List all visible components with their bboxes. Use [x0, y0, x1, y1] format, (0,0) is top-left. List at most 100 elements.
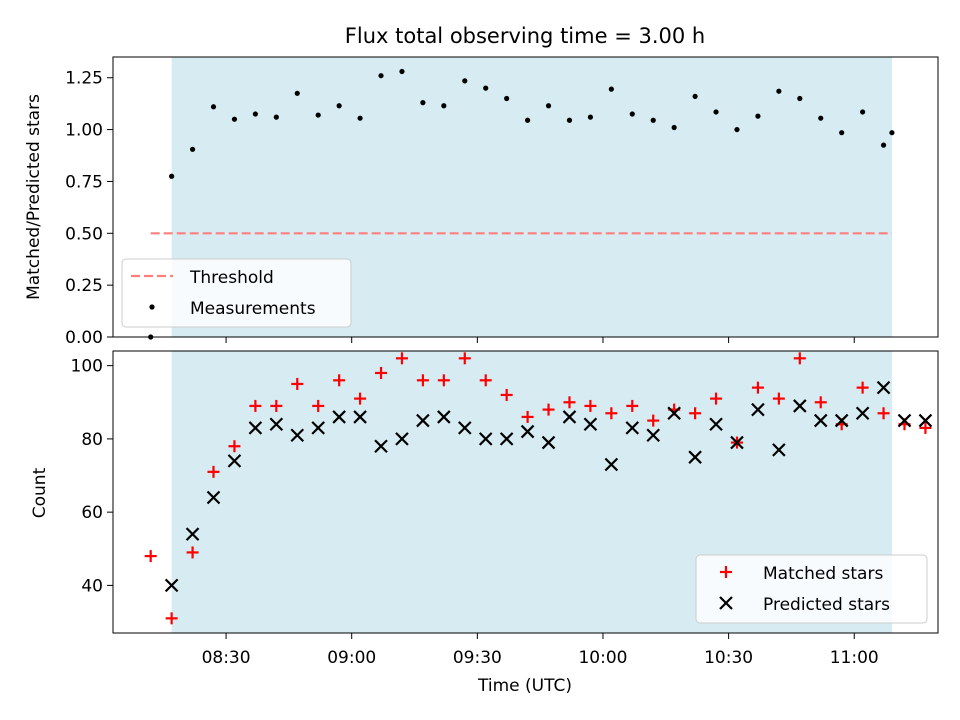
x-tick-label: 09:30	[453, 648, 502, 668]
matched-star-point	[542, 403, 555, 416]
bottom-panel-marks	[144, 352, 933, 625]
measurement-point	[860, 109, 866, 115]
legend-frame	[695, 554, 928, 624]
predicted-star-point	[457, 421, 472, 435]
matched-star-point	[563, 396, 576, 409]
matched-star-point	[165, 612, 178, 625]
bottom-panel-ticks: 40 60 80 100 08:30 09:00 09:30 10:00 10:30 11:00	[71, 357, 879, 668]
measurement-point	[504, 95, 510, 102]
measurement-point	[671, 124, 677, 131]
legend-frame	[121, 258, 352, 328]
bottom-panel-frame	[112, 350, 939, 634]
measurement-point	[889, 130, 895, 136]
legend-matched-label: Matched stars	[763, 564, 883, 584]
measurement-point	[713, 109, 719, 115]
predicted-star-point	[290, 428, 305, 443]
matched-star-point	[228, 440, 241, 453]
measurement-point	[441, 103, 447, 109]
predicted-star-point	[876, 380, 891, 395]
matched-star-point	[207, 465, 220, 478]
y-tick-label: 100	[71, 357, 103, 377]
x-tick-label: 10:30	[704, 648, 753, 668]
predicted-star-point	[918, 413, 933, 428]
top-panel-title: Flux total observing time = 3.00 h	[345, 24, 705, 48]
predicted-star-point	[437, 410, 451, 424]
top-panel-ylabel: Matched/Predicted stars	[24, 94, 44, 300]
x-tick-label: 09:00	[327, 648, 376, 668]
measurement-point	[566, 117, 573, 123]
legend-matched-swatch	[720, 566, 732, 578]
legend-measurements-label: Measurements	[190, 299, 316, 319]
predicted-star-point	[227, 454, 242, 468]
matched-star-point	[877, 407, 890, 420]
measurement-point	[252, 111, 258, 117]
measurement-point	[357, 115, 363, 121]
matched-star-point	[437, 374, 450, 387]
predicted-star-point	[562, 410, 577, 424]
measurement-point	[524, 117, 531, 123]
measurement-point	[462, 78, 468, 84]
matched-star-point	[793, 352, 806, 365]
legend-predicted-swatch	[719, 596, 733, 610]
measurement-point	[210, 104, 217, 110]
top-panel-marks	[148, 68, 895, 340]
measurement-point	[629, 111, 635, 117]
matched-star-point	[626, 399, 639, 412]
predicted-star-point	[206, 490, 221, 505]
predicted-star-point	[793, 399, 807, 413]
bottom-panel-xlabel: Time (UTC)	[477, 676, 572, 696]
predicted-star-point	[813, 413, 828, 428]
matched-star-point	[375, 366, 388, 379]
measurement-point	[839, 130, 845, 136]
measurement-point	[273, 114, 279, 120]
matched-star-point	[521, 410, 534, 423]
measurement-point	[880, 142, 887, 148]
matched-star-point	[814, 396, 827, 409]
predicted-star-point	[520, 424, 535, 439]
matched-star-point	[856, 381, 869, 394]
measurement-point	[420, 100, 426, 106]
predicted-star-point	[834, 413, 849, 428]
bottom-panel-ylabel: Count	[30, 467, 50, 518]
predicted-star-point	[164, 578, 179, 593]
matched-star-point	[270, 399, 283, 412]
predicted-star-point	[688, 450, 702, 464]
y-tick-label: 1.00	[65, 121, 103, 141]
predicted-star-point	[604, 457, 619, 472]
measurement-point	[231, 116, 238, 122]
matched-star-point	[605, 407, 618, 420]
measurement-point	[734, 126, 740, 133]
predicted-star-point	[646, 428, 661, 443]
measurement-point	[483, 85, 489, 91]
measurement-point	[650, 117, 656, 123]
predicted-star-point	[730, 435, 744, 450]
predicted-star-point	[772, 443, 786, 457]
matched-star-point	[647, 414, 660, 427]
y-tick-label: 0.25	[65, 276, 103, 296]
predicted-star-point	[625, 421, 640, 435]
matched-star-point	[291, 377, 304, 390]
matched-star-point	[144, 550, 157, 563]
matched-star-point	[416, 374, 429, 387]
matched-star-point	[919, 421, 932, 434]
predicted-star-point	[395, 432, 409, 446]
measurement-point	[587, 114, 594, 120]
predicted-star-point	[269, 417, 284, 432]
measurement-point	[294, 90, 300, 96]
predicted-star-point	[374, 439, 388, 453]
predicted-star-point	[185, 527, 200, 541]
measurement-point	[315, 112, 321, 118]
predicted-star-point	[583, 417, 598, 432]
predicted-star-point	[541, 435, 556, 450]
measurement-point	[692, 93, 698, 100]
measurement-point	[818, 115, 824, 121]
bottom-panel-legend: Matched stars Predicted stars	[695, 554, 928, 624]
legend-predicted-label: Predicted stars	[763, 595, 890, 615]
predicted-star-point	[499, 432, 514, 446]
matched-star-point	[772, 392, 785, 405]
predicted-star-point	[416, 413, 430, 428]
y-tick-label: 1.25	[65, 69, 103, 89]
matched-star-point	[479, 374, 492, 387]
